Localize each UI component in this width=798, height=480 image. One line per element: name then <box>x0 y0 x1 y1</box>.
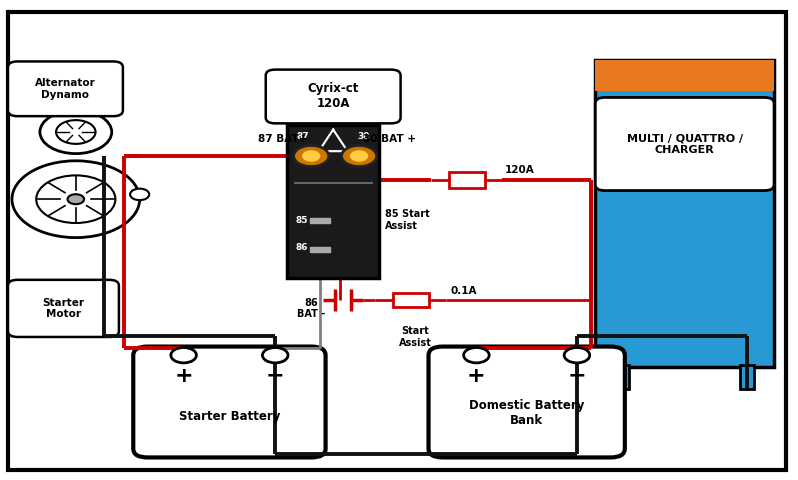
Text: +: + <box>467 366 486 386</box>
Bar <box>393 293 429 307</box>
Text: 87: 87 <box>297 132 310 141</box>
Text: 85 Start
Assist: 85 Start Assist <box>385 209 430 231</box>
Circle shape <box>130 189 149 200</box>
Circle shape <box>342 145 377 167</box>
Bar <box>310 218 330 223</box>
FancyBboxPatch shape <box>266 70 401 123</box>
FancyBboxPatch shape <box>8 280 119 337</box>
Circle shape <box>68 194 84 204</box>
Circle shape <box>350 151 368 161</box>
Text: −: − <box>266 366 285 386</box>
Bar <box>310 247 330 252</box>
Circle shape <box>302 151 320 161</box>
Circle shape <box>263 348 288 363</box>
Circle shape <box>12 161 140 238</box>
Text: 86: 86 <box>295 243 308 252</box>
Text: Starter
Motor: Starter Motor <box>42 298 85 319</box>
Circle shape <box>171 348 196 363</box>
Circle shape <box>564 348 590 363</box>
Bar <box>595 58 774 91</box>
Text: 120A: 120A <box>505 166 535 175</box>
FancyBboxPatch shape <box>8 61 123 116</box>
Text: −: − <box>567 366 587 386</box>
Circle shape <box>56 120 96 144</box>
FancyBboxPatch shape <box>133 347 326 457</box>
Text: +: + <box>174 366 193 386</box>
Bar <box>448 172 485 188</box>
Bar <box>740 365 754 389</box>
Text: 85: 85 <box>295 216 308 225</box>
Text: Alternator
Dynamo: Alternator Dynamo <box>35 78 96 99</box>
Bar <box>287 125 379 278</box>
Circle shape <box>294 145 329 167</box>
Bar <box>614 365 629 389</box>
Text: MULTI / QUATTRO /
CHARGER: MULTI / QUATTRO / CHARGER <box>626 133 743 155</box>
Text: 30: 30 <box>357 132 369 141</box>
Text: Cyrix-ct
120A: Cyrix-ct 120A <box>307 83 359 110</box>
Bar <box>595 60 774 367</box>
Text: 86
BAT -: 86 BAT - <box>298 298 326 319</box>
Text: Starter Battery: Starter Battery <box>179 409 280 422</box>
FancyBboxPatch shape <box>595 97 774 191</box>
FancyBboxPatch shape <box>429 347 625 457</box>
Bar <box>595 60 774 91</box>
Text: 30 BAT +: 30 BAT + <box>363 134 416 144</box>
Text: 0.1A: 0.1A <box>451 287 477 296</box>
Circle shape <box>464 348 489 363</box>
Text: Domestic Battery
Bank: Domestic Battery Bank <box>469 399 584 427</box>
Circle shape <box>40 110 112 154</box>
Circle shape <box>36 175 116 223</box>
Text: 87 BAT+: 87 BAT+ <box>258 134 307 144</box>
Text: Start
Assist: Start Assist <box>398 326 432 348</box>
